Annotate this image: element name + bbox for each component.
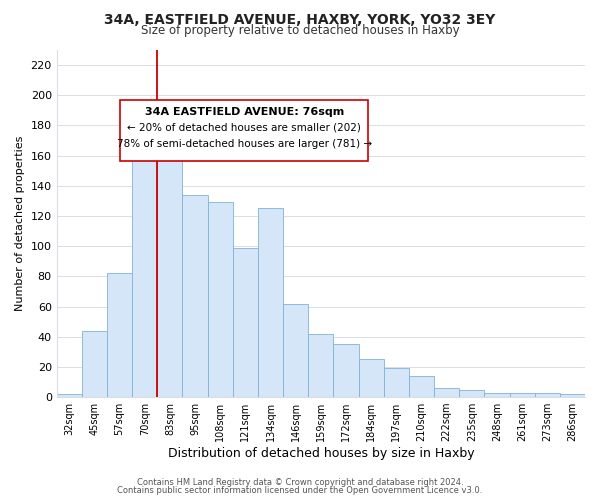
Bar	[258, 208, 283, 397]
Bar	[132, 138, 157, 397]
Y-axis label: Number of detached properties: Number of detached properties	[15, 136, 25, 311]
Text: 34A, EASTFIELD AVENUE, HAXBY, YORK, YO32 3EY: 34A, EASTFIELD AVENUE, HAXBY, YORK, YO32…	[104, 12, 496, 26]
Bar	[283, 304, 308, 397]
Bar	[409, 376, 434, 397]
Text: Size of property relative to detached houses in Haxby: Size of property relative to detached ho…	[140, 24, 460, 37]
Bar	[107, 274, 132, 397]
Text: Contains public sector information licensed under the Open Government Licence v3: Contains public sector information licen…	[118, 486, 482, 495]
Bar	[208, 202, 233, 397]
Text: 34A EASTFIELD AVENUE: 76sqm: 34A EASTFIELD AVENUE: 76sqm	[145, 107, 344, 117]
Text: ← 20% of detached houses are smaller (202): ← 20% of detached houses are smaller (20…	[127, 123, 361, 133]
Bar	[384, 368, 409, 397]
Bar	[334, 344, 359, 397]
Bar	[484, 392, 509, 397]
Bar	[308, 334, 334, 397]
Bar	[233, 248, 258, 397]
Bar	[182, 195, 208, 397]
Bar	[359, 360, 384, 397]
Bar	[560, 394, 585, 397]
Bar	[535, 392, 560, 397]
Bar	[509, 392, 535, 397]
X-axis label: Distribution of detached houses by size in Haxby: Distribution of detached houses by size …	[167, 447, 474, 460]
Bar	[459, 390, 484, 397]
Text: 78% of semi-detached houses are larger (781) →: 78% of semi-detached houses are larger (…	[116, 139, 372, 149]
Bar	[434, 388, 459, 397]
Text: Contains HM Land Registry data © Crown copyright and database right 2024.: Contains HM Land Registry data © Crown c…	[137, 478, 463, 487]
Bar	[157, 138, 182, 397]
Bar	[56, 394, 82, 397]
Bar	[82, 330, 107, 397]
